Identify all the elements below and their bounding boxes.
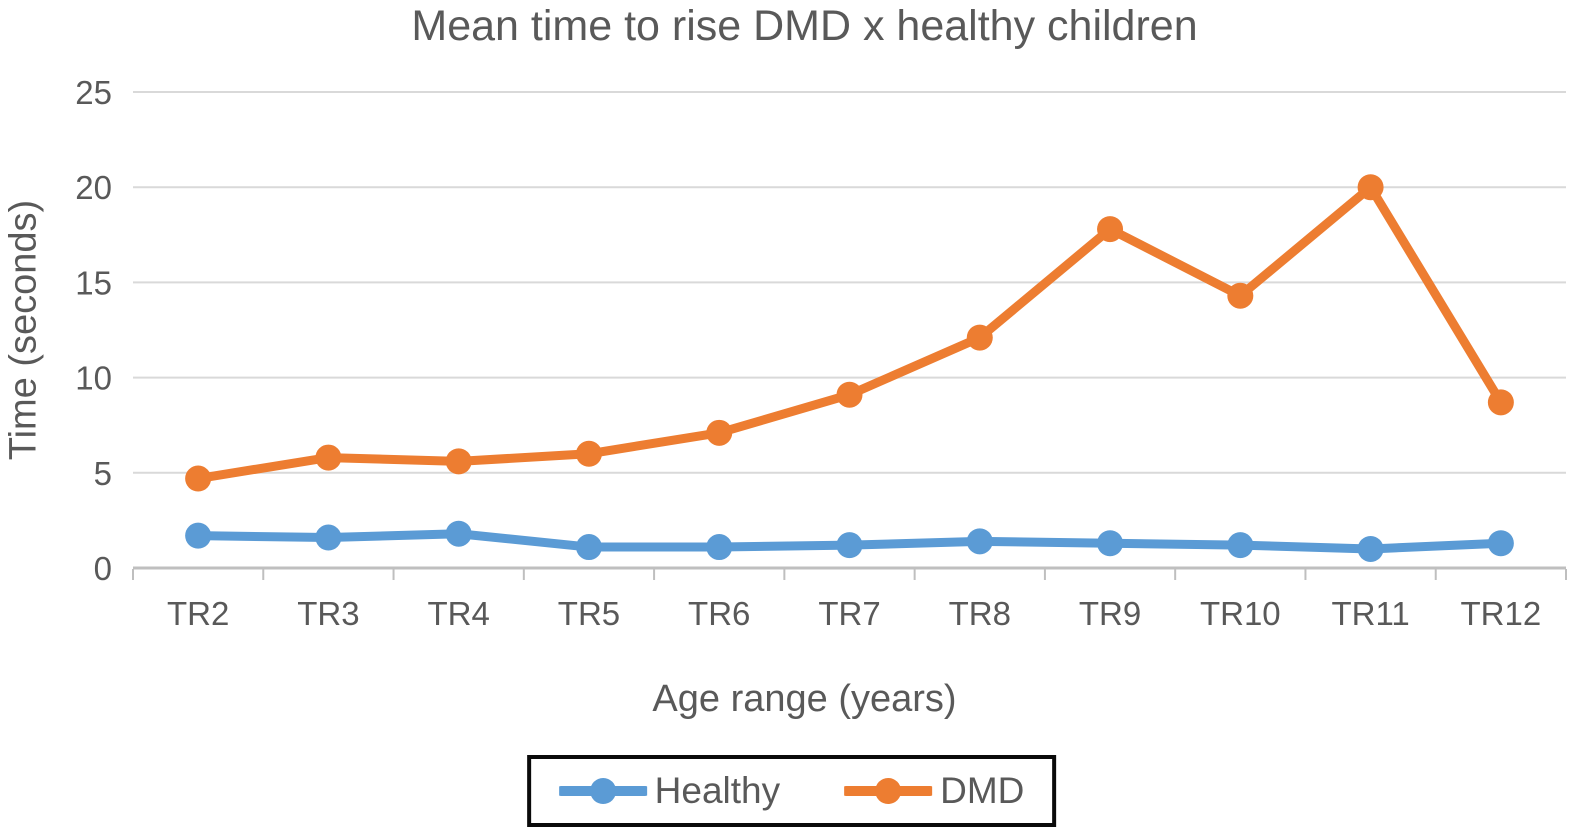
y-tick-label: 20 xyxy=(75,169,112,206)
data-point-healthy-tr10 xyxy=(1227,532,1254,559)
data-point-dmd-tr8 xyxy=(966,324,993,351)
data-point-healthy-tr6 xyxy=(706,534,733,561)
legend-item-dmd: DMD xyxy=(844,770,1024,812)
x-tick-label: TR10 xyxy=(1200,595,1281,632)
data-point-dmd-tr5 xyxy=(575,440,602,467)
x-tick-label: TR7 xyxy=(818,595,880,632)
data-point-dmd-tr7 xyxy=(836,381,863,408)
data-point-healthy-tr11 xyxy=(1357,535,1384,562)
legend-label-dmd: DMD xyxy=(940,770,1025,811)
data-point-dmd-tr3 xyxy=(315,444,342,471)
chart-title: Mean time to rise DMD x healthy children xyxy=(411,2,1198,50)
data-point-dmd-tr11 xyxy=(1357,174,1384,201)
x-tick-label: TR2 xyxy=(167,595,229,632)
data-point-healthy-tr8 xyxy=(966,528,993,555)
legend-item-healthy: Healthy xyxy=(558,770,781,812)
data-point-healthy-tr3 xyxy=(315,524,342,551)
dmd-line-marker-swatch xyxy=(844,778,933,804)
data-point-healthy-tr5 xyxy=(575,534,602,561)
y-tick-label: 5 xyxy=(94,455,112,492)
data-point-dmd-tr12 xyxy=(1487,389,1514,416)
y-tick-label: 25 xyxy=(75,74,112,111)
data-point-healthy-tr9 xyxy=(1097,530,1124,557)
data-point-dmd-tr10 xyxy=(1227,282,1254,309)
x-tick-label: TR3 xyxy=(297,595,359,632)
data-point-healthy-tr4 xyxy=(445,520,472,547)
data-point-dmd-tr4 xyxy=(445,448,472,475)
legend-label-healthy: Healthy xyxy=(654,770,781,811)
x-tick-label: TR12 xyxy=(1461,595,1542,632)
data-point-healthy-tr2 xyxy=(185,522,212,549)
x-tick-label: TR11 xyxy=(1331,595,1409,632)
x-tick-label: TR8 xyxy=(949,595,1011,632)
x-tick-label: TR4 xyxy=(428,595,490,632)
data-point-dmd-tr6 xyxy=(706,419,733,446)
series-line-dmd xyxy=(193,182,1506,484)
healthy-line-marker-swatch xyxy=(558,778,647,804)
x-tick-label: TR5 xyxy=(558,595,620,632)
data-point-healthy-tr7 xyxy=(836,532,863,559)
legend: Healthy DMD xyxy=(526,755,1057,827)
data-point-dmd-tr9 xyxy=(1097,216,1124,243)
data-point-dmd-tr2 xyxy=(185,465,212,492)
x-tick-label: TR6 xyxy=(688,595,750,632)
x-tick-label: TR9 xyxy=(1079,595,1141,632)
x-axis-title: Age range (years) xyxy=(652,678,957,720)
y-tick-label: 0 xyxy=(94,550,112,587)
data-point-healthy-tr12 xyxy=(1487,530,1514,557)
y-tick-label: 10 xyxy=(75,360,112,397)
y-tick-label: 15 xyxy=(75,264,112,301)
plot-svg: 0 5 10 15 20 25 TR2 TR3 TR4 TR5 TR6 TR7 TR8 TR9 TR10 TR… xyxy=(75,74,1567,632)
